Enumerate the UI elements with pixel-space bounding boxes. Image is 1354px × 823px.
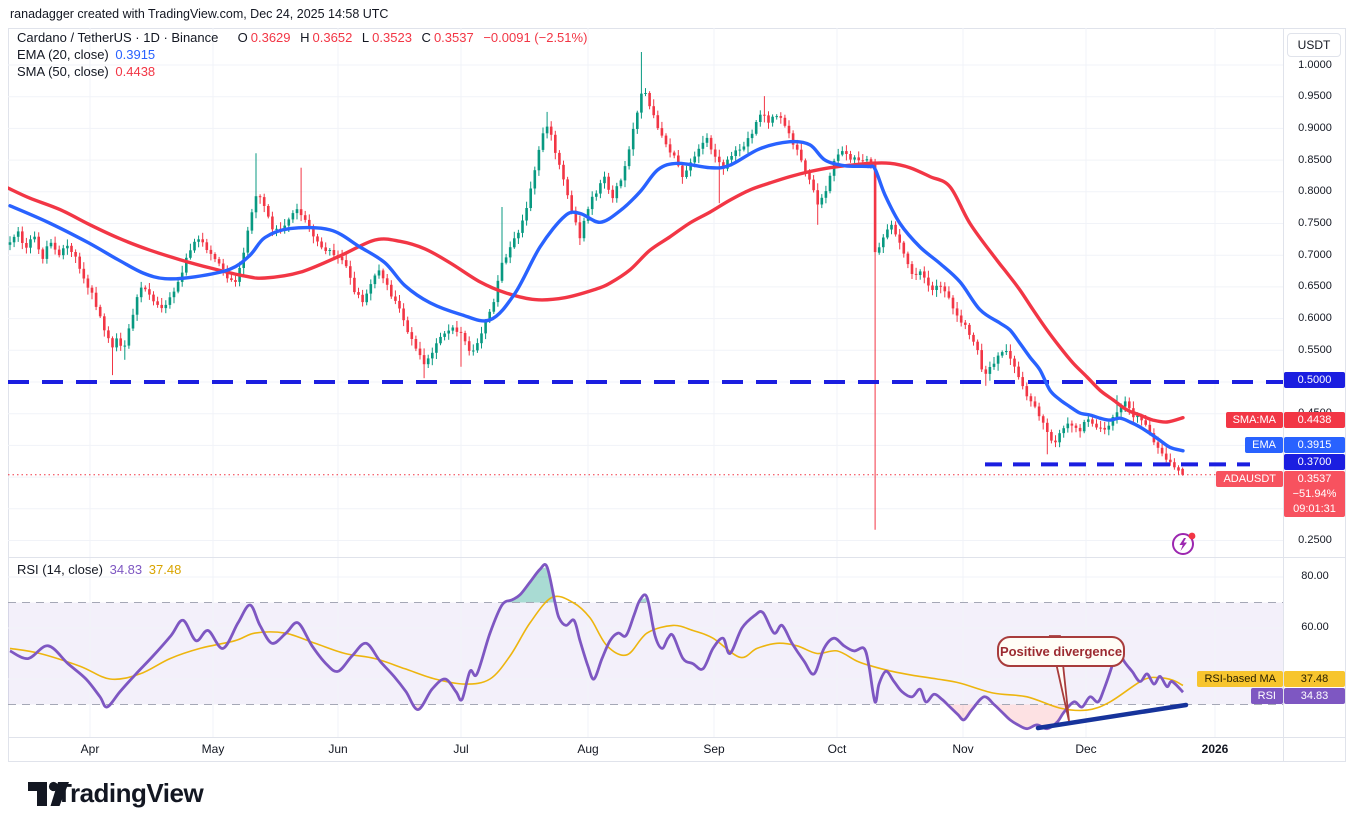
- time-axis-label[interactable]: May: [201, 742, 225, 756]
- rsi-axis-label[interactable]: 80.00: [1301, 570, 1329, 582]
- change-value: −0.0091 (−2.51%): [483, 30, 588, 45]
- price-axis-label[interactable]: 0.2500: [1298, 534, 1332, 546]
- symbol-axis-label: ADAUSDT: [1216, 471, 1283, 487]
- ohlc-open: O 0.3629: [238, 30, 294, 45]
- symbol-title[interactable]: Cardano / TetherUS · 1D · Binance: [17, 30, 219, 45]
- rsi-overbought-fill: [640, 597, 648, 603]
- time-axis-label[interactable]: Dec: [1075, 742, 1097, 756]
- time-axis-label[interactable]: Oct: [827, 742, 847, 756]
- rsi-value: 34.83: [109, 562, 143, 577]
- flash-streak-icon[interactable]: [1170, 530, 1198, 558]
- rsi-label[interactable]: RSI (14, close): [17, 562, 103, 577]
- price-axis-label[interactable]: 1.0000: [1298, 59, 1332, 71]
- ohlc-close: C 0.3537: [422, 30, 477, 45]
- watermark-text: ranadagger created with TradingView.com,…: [10, 7, 389, 21]
- ema-legend-row[interactable]: EMA (20, close) 0.3915: [17, 46, 158, 63]
- last-price-badge: 0.3537 −51.94% 09:01:31: [1284, 471, 1345, 517]
- ema-value: 0.3915: [115, 47, 156, 62]
- level-0500-badge[interactable]: 0.5000: [1284, 372, 1345, 388]
- low-value: 0.3523: [372, 30, 412, 45]
- lightning-bolt-glyph: [1179, 538, 1187, 551]
- time-axis-label[interactable]: Apr: [80, 742, 100, 756]
- price-axis-label[interactable]: 0.9500: [1298, 90, 1332, 102]
- price-axis-separator: [1283, 28, 1284, 762]
- rsi-ma-value: 37.48: [148, 562, 182, 577]
- rsi-axis-label[interactable]: 60.00: [1301, 621, 1329, 633]
- rsi-line[interactable]: [9, 563, 1185, 731]
- close-value: 0.3537: [433, 30, 474, 45]
- tradingview-logo-text[interactable]: TradingView: [56, 778, 204, 808]
- ema-label[interactable]: EMA (20, close): [17, 47, 109, 62]
- ema20-line[interactable]: [8, 139, 1185, 453]
- price-gridlines: [8, 28, 1283, 558]
- rsi-ma-axis-label: RSI-based MA: [1197, 671, 1283, 687]
- sma-axis-value: 0.4438: [1284, 412, 1345, 428]
- price-axis-label[interactable]: 0.8000: [1298, 185, 1332, 197]
- open-letter: O: [237, 30, 248, 45]
- high-value: 0.3652: [312, 30, 353, 45]
- sma-label[interactable]: SMA (50, close): [17, 64, 109, 79]
- time-axis-label[interactable]: Nov: [952, 742, 974, 756]
- rsi-axis-label: RSI: [1250, 688, 1283, 704]
- bar-countdown: 09:01:31: [1293, 502, 1336, 515]
- ema-axis-label: EMA: [1245, 437, 1283, 453]
- price-axis-label[interactable]: 0.7000: [1298, 249, 1332, 261]
- rsi-overbought-fill: [508, 567, 554, 603]
- sma-value: 0.4438: [115, 64, 156, 79]
- time-axis-label[interactable]: Jun: [328, 742, 348, 756]
- rsi-gridlines: [8, 558, 1283, 737]
- level-0370-badge[interactable]: 0.3700: [1284, 454, 1345, 470]
- price-axis-label[interactable]: 0.6000: [1298, 312, 1332, 324]
- price-change-pct: −51.94%: [1292, 487, 1337, 500]
- price-axis-label[interactable]: 0.9000: [1298, 122, 1332, 134]
- tradingview-logo-icon[interactable]: [26, 776, 72, 810]
- symbol-legend-row[interactable]: Cardano / TetherUS · 1D · Binance O 0.362…: [17, 29, 590, 46]
- time-axis-separator: [8, 737, 1346, 738]
- rsi-legend-row[interactable]: RSI (14, close) 34.83 37.48: [17, 561, 184, 578]
- price-axis-label[interactable]: 0.6500: [1298, 280, 1332, 292]
- low-letter: L: [361, 30, 370, 45]
- rsi-chart-canvas[interactable]: [8, 558, 1283, 737]
- time-axis-label[interactable]: Aug: [577, 742, 599, 756]
- ohlc-high: H 0.3652: [300, 30, 355, 45]
- sma-axis-label: SMA:MA: [1225, 412, 1283, 428]
- time-axis-label[interactable]: Sep: [703, 742, 725, 756]
- rsi-axis-value: 34.83: [1284, 688, 1345, 704]
- sma-legend-row[interactable]: SMA (50, close) 0.4438: [17, 63, 158, 80]
- ohlc-low: L 0.3523: [362, 30, 415, 45]
- rsi-oversold-fill: [948, 704, 976, 720]
- pane-separator: [8, 557, 1346, 558]
- price-chart-canvas[interactable]: [8, 28, 1283, 558]
- time-axis-label[interactable]: 2026: [1201, 742, 1229, 756]
- positive-divergence-callout[interactable]: Positive divergence: [997, 636, 1125, 667]
- currency-toggle-button[interactable]: USDT: [1287, 33, 1341, 57]
- time-axis-label[interactable]: Jul: [453, 742, 469, 756]
- rsi-oversold-fill: [416, 704, 420, 710]
- price-axis-label[interactable]: 0.7500: [1298, 217, 1332, 229]
- notification-dot: [1188, 532, 1196, 540]
- price-axis-label[interactable]: 0.8500: [1298, 154, 1332, 166]
- open-value: 0.3629: [250, 30, 291, 45]
- close-letter: C: [421, 30, 431, 45]
- rsi-trendline[interactable]: [1035, 702, 1189, 731]
- sma50-line[interactable]: [8, 161, 1185, 424]
- high-letter: H: [300, 30, 310, 45]
- rsi-ma-line[interactable]: [9, 595, 1184, 712]
- last-price: 0.3537: [1297, 472, 1332, 485]
- chart-widget-frame: [8, 28, 1346, 762]
- price-axis-label[interactable]: 0.5500: [1298, 344, 1332, 356]
- rsi-ma-axis-value: 37.48: [1284, 671, 1345, 687]
- ema-axis-value: 0.3915: [1284, 437, 1345, 453]
